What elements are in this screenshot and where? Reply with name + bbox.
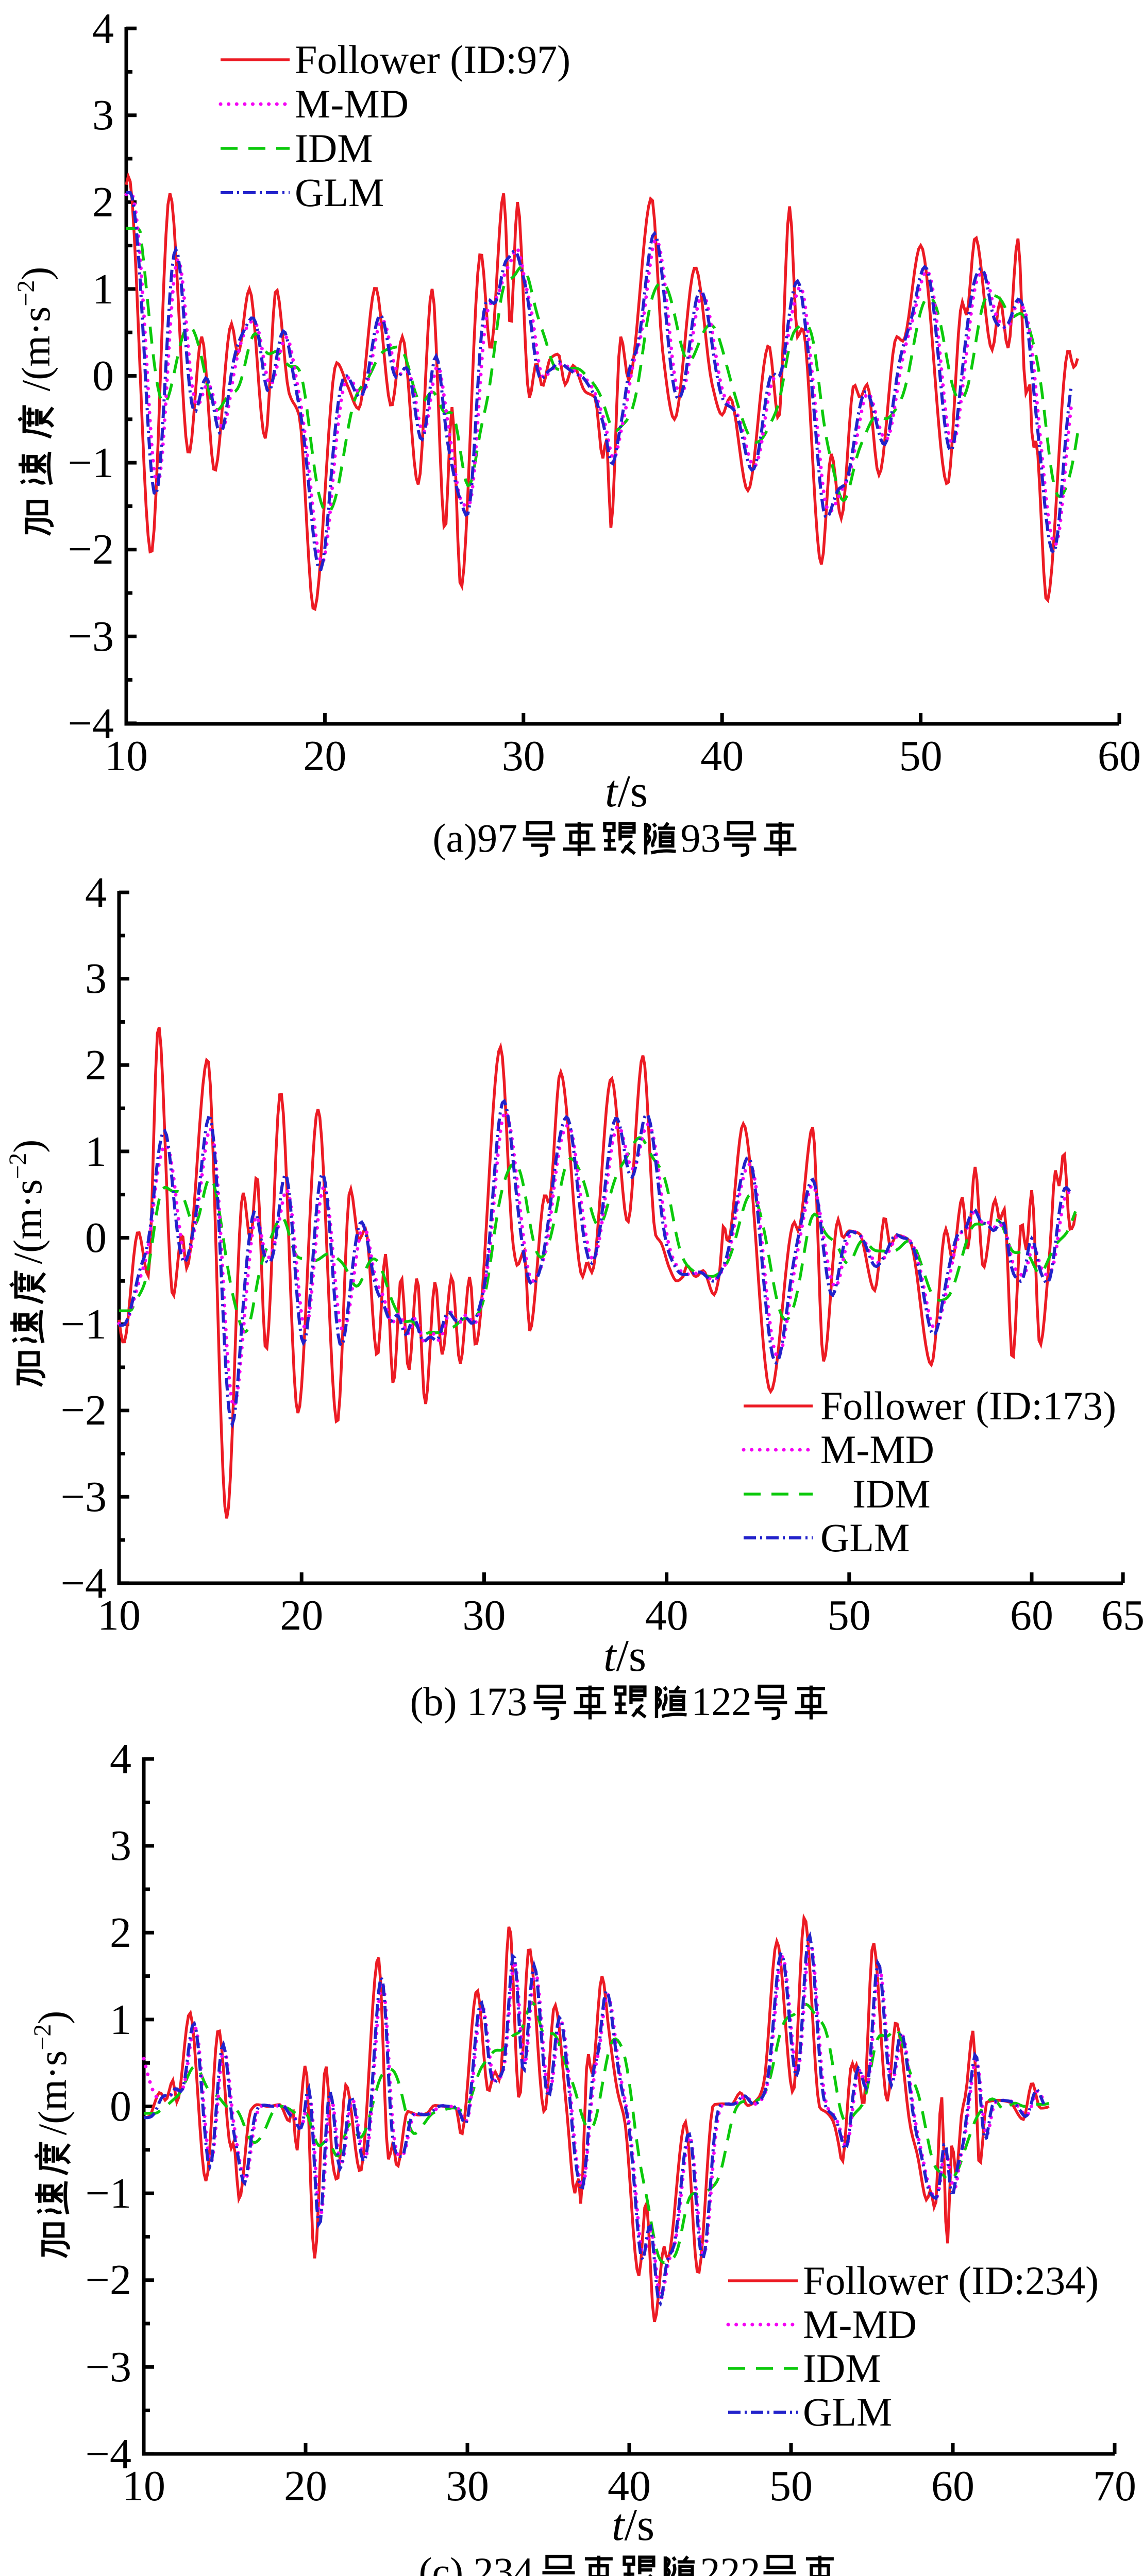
svg-text:4: 4	[110, 1735, 131, 1783]
svg-text:93: 93	[681, 816, 721, 860]
svg-text:GLM: GLM	[295, 170, 384, 215]
svg-text:(b) 173: (b) 173	[410, 1679, 527, 1724]
svg-text:t/s: t/s	[605, 767, 648, 817]
svg-text:60: 60	[931, 2462, 974, 2510]
svg-text:60: 60	[1098, 732, 1141, 780]
svg-text:3: 3	[85, 955, 107, 1003]
svg-text:Follower (ID:234): Follower (ID:234)	[803, 2258, 1099, 2303]
svg-text:50: 50	[899, 732, 943, 780]
svg-text:3: 3	[92, 91, 114, 139]
svg-text:−3: −3	[61, 1473, 107, 1521]
svg-text:−1: −1	[68, 439, 114, 487]
svg-text:70: 70	[1093, 2462, 1136, 2510]
svg-text:10: 10	[122, 2462, 165, 2510]
svg-text:20: 20	[280, 1591, 323, 1639]
svg-text:−1: −1	[61, 1300, 107, 1348]
svg-text:60: 60	[1010, 1591, 1053, 1639]
svg-text:40: 40	[608, 2462, 651, 2510]
svg-text:1: 1	[85, 1128, 107, 1176]
svg-text:0: 0	[85, 1214, 107, 1262]
svg-text:M-MD: M-MD	[820, 1427, 934, 1472]
svg-text:−3: −3	[68, 613, 114, 660]
svg-text:IDM: IDM	[803, 2346, 881, 2391]
svg-text:/(m·s−2): /(m·s−2)	[12, 267, 58, 392]
svg-text:−4: −4	[68, 700, 114, 748]
svg-text:−2: −2	[61, 1386, 107, 1434]
svg-text:(c) 234: (c) 234	[419, 2549, 534, 2576]
svg-text:10: 10	[97, 1591, 141, 1639]
svg-text:0: 0	[110, 2082, 131, 2130]
svg-text:−2: −2	[86, 2256, 131, 2304]
svg-text:1: 1	[110, 1996, 131, 2044]
svg-text:30: 30	[502, 732, 545, 780]
svg-text:−4: −4	[86, 2430, 131, 2478]
svg-text:GLM: GLM	[820, 1515, 910, 1560]
svg-text:50: 50	[769, 2462, 813, 2510]
svg-text:−2: −2	[68, 526, 114, 573]
svg-text:10: 10	[105, 732, 148, 780]
svg-text:222: 222	[700, 2549, 761, 2576]
svg-text:t/s: t/s	[603, 1631, 646, 1681]
svg-text:−4: −4	[61, 1560, 107, 1607]
svg-text:0: 0	[92, 352, 114, 400]
svg-text:IDM: IDM	[295, 126, 373, 171]
svg-text:−1: −1	[86, 2170, 131, 2217]
svg-text:20: 20	[303, 732, 346, 780]
svg-text:GLM: GLM	[803, 2389, 892, 2434]
svg-text:4: 4	[92, 5, 114, 53]
svg-text:Follower (ID:97): Follower (ID:97)	[295, 37, 570, 82]
svg-text:IDM: IDM	[852, 1471, 931, 1516]
svg-text:4: 4	[85, 869, 107, 917]
svg-text:2: 2	[85, 1041, 107, 1089]
svg-text:M-MD: M-MD	[803, 2302, 917, 2347]
svg-text:30: 30	[446, 2462, 489, 2510]
svg-text:2: 2	[92, 178, 114, 226]
svg-text:Follower (ID:173): Follower (ID:173)	[820, 1383, 1116, 1428]
svg-text:40: 40	[645, 1591, 688, 1639]
svg-text:122: 122	[692, 1679, 752, 1724]
svg-text:65: 65	[1101, 1591, 1143, 1639]
svg-text:/(m·s−2): /(m·s−2)	[29, 2011, 75, 2136]
svg-text:t/s: t/s	[612, 2500, 654, 2550]
svg-text:2: 2	[110, 1909, 131, 1957]
svg-text:M-MD: M-MD	[295, 81, 409, 126]
svg-text:(a)97: (a)97	[433, 816, 518, 860]
svg-text:30: 30	[462, 1591, 506, 1639]
svg-text:50: 50	[828, 1591, 871, 1639]
svg-text:1: 1	[92, 265, 114, 313]
svg-text:3: 3	[110, 1822, 131, 1870]
svg-text:40: 40	[700, 732, 744, 780]
svg-text:20: 20	[284, 2462, 327, 2510]
svg-text:−3: −3	[86, 2343, 131, 2391]
